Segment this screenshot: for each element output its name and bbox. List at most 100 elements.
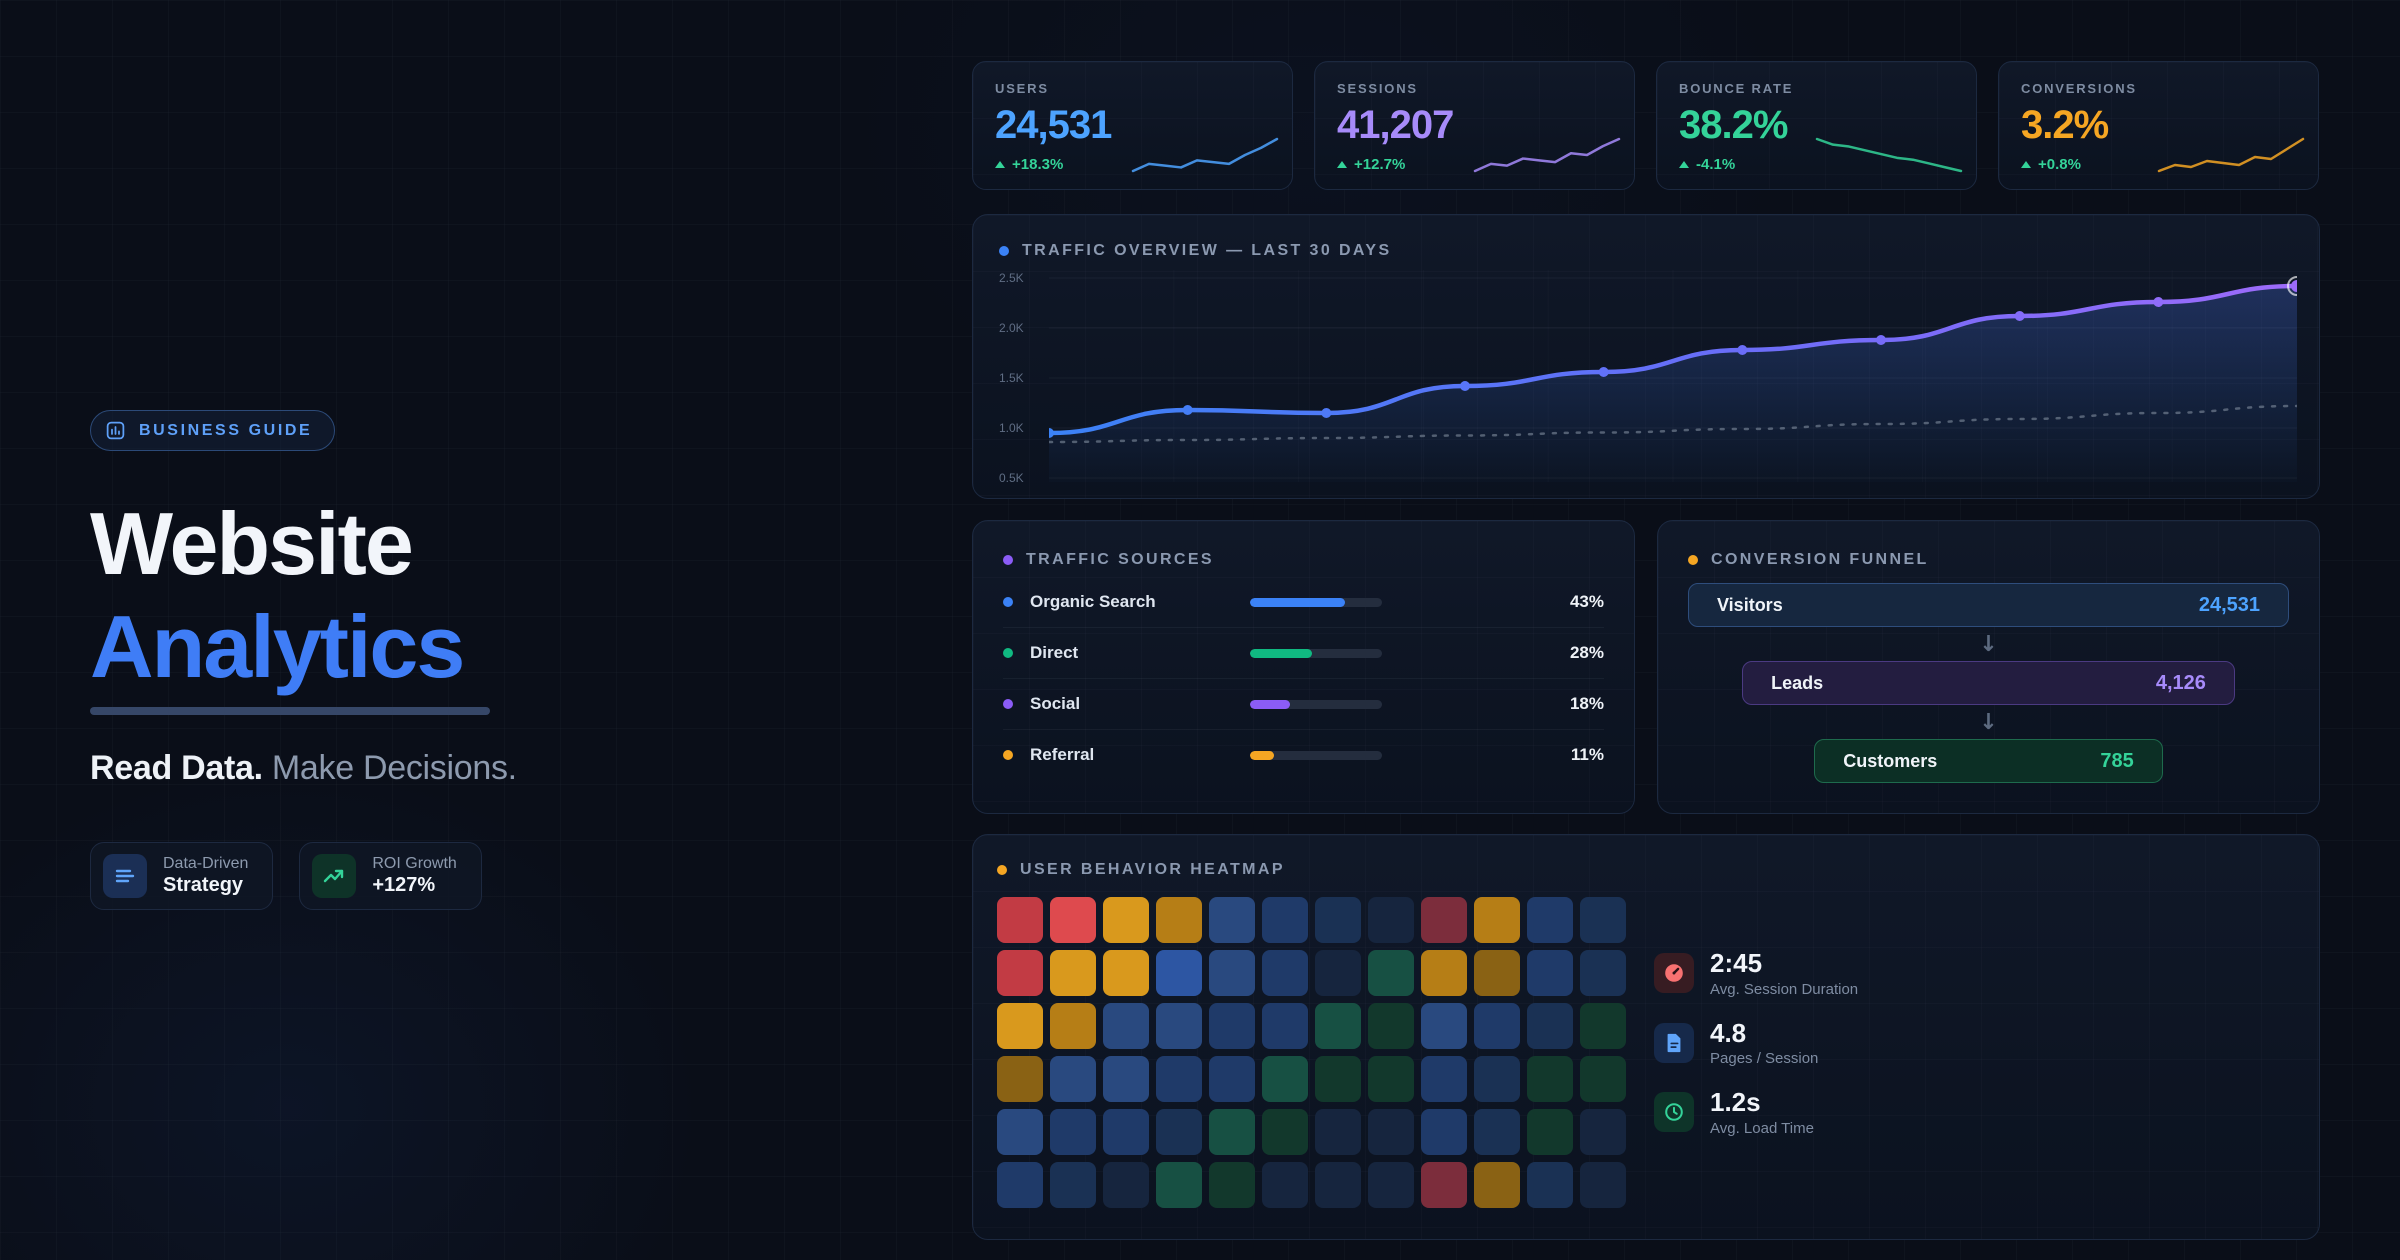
y-axis-tick: 1.0K [999, 421, 1024, 435]
kpi-sparkline [1130, 132, 1280, 181]
chip-text: Data-Driven Strategy [163, 854, 248, 898]
kpi-sparkline [1814, 132, 1964, 181]
kpi-change-value: +18.3% [1012, 156, 1064, 173]
heatmap-cell [1209, 897, 1255, 943]
heatmap-cell [1421, 1003, 1467, 1049]
card-title: TRAFFIC SOURCES [1003, 551, 1604, 569]
kpi-label: SESSIONS [1337, 81, 1418, 96]
heatmap-cell [1474, 897, 1520, 943]
heatmap-cell [1421, 1109, 1467, 1155]
trend-up-icon [2021, 161, 2031, 168]
kpi-card-bounce-rate: BOUNCE RATE 38.2% -4.1% [1656, 61, 1977, 190]
kpi-change: +12.7% [1337, 156, 1612, 173]
card-title: TRAFFIC OVERVIEW — LAST 30 DAYS [999, 242, 2293, 260]
traffic-sources-list: Organic Search 43% Direct 28% Social 18% Refer… [1003, 577, 1604, 780]
heatmap-cell [1474, 1109, 1520, 1155]
heatmap-cell [997, 1056, 1043, 1102]
heatmap-cell [1315, 1109, 1361, 1155]
heatmap-body: 2:45 Avg. Session Duration 4.8 Pages / Sess… [997, 897, 2295, 1208]
tagline-rest: Make Decisions. [271, 748, 517, 787]
heatmap-cell [1580, 897, 1626, 943]
heatmap-cell [1474, 1056, 1520, 1102]
card-bullet [997, 865, 1007, 875]
heatmap-cell [1050, 1003, 1096, 1049]
arrow-down-icon: ↓ [1979, 709, 1998, 735]
heatmap-cell [1209, 1109, 1255, 1155]
heatmap-cell [997, 1003, 1043, 1049]
heatmap-title: USER BEHAVIOR HEATMAP [1020, 861, 1285, 878]
source-dot [1003, 750, 1013, 760]
kpi-change: -4.1% [1679, 156, 1954, 173]
kpi-value: 41,207 [1337, 103, 1454, 147]
source-bar-fill [1250, 597, 1346, 607]
heatmap-cell [1474, 950, 1520, 996]
card-bullet [999, 246, 1009, 256]
kpi-label: CONVERSIONS [2021, 81, 2137, 96]
heatmap-cell [1474, 1162, 1520, 1208]
page-title-line1: Website [90, 494, 414, 593]
heatmap-cell [1262, 1056, 1308, 1102]
chip-value: Strategy [163, 874, 244, 897]
heatmap-cell [1527, 897, 1573, 943]
badge-label: BUSINESS GUIDE [139, 421, 313, 439]
heatmap-cell [997, 897, 1043, 943]
kpi-change-value: +12.7% [1354, 156, 1406, 173]
clock-icon [1654, 1092, 1694, 1133]
source-dot [1003, 699, 1013, 709]
heatmap-cell [1527, 1162, 1573, 1208]
heatmap-cell [1156, 1056, 1202, 1102]
heatmap-cell [1262, 897, 1308, 943]
card-bullet [1688, 555, 1698, 565]
source-bar-fill [1250, 648, 1313, 658]
heatmap-cell [1580, 1056, 1626, 1102]
source-bar-fill [1250, 699, 1290, 709]
source-bar-fill [1250, 750, 1274, 760]
stat-value: 4.8 [1710, 1017, 1747, 1048]
traffic-overview-card: TRAFFIC OVERVIEW — LAST 30 DAYS 2.5K 2.0K… [972, 214, 2320, 499]
kpi-change-value: +0.8% [2038, 156, 2081, 173]
card-title: USER BEHAVIOR HEATMAP [997, 861, 2295, 879]
heatmap-cell [1527, 950, 1573, 996]
stat-label: Avg. Load Time [1710, 1119, 1814, 1137]
source-bar-track [1250, 597, 1382, 607]
heatmap-cell [997, 950, 1043, 996]
heatmap-cell [1368, 950, 1414, 996]
heatmap-cell [997, 1162, 1043, 1208]
heatmap-cell [1103, 1056, 1149, 1102]
kpi-sparkline [1472, 132, 1622, 181]
stat-label: Pages / Session [1710, 1050, 1819, 1068]
heatmap-cell [1156, 897, 1202, 943]
source-row-referral: Referral 11% [1003, 730, 1604, 780]
heatmap-cell [1103, 950, 1149, 996]
kpi-card-conversions: CONVERSIONS 3.2% +0.8% [1998, 61, 2319, 190]
page-title: Website Analytics [90, 493, 890, 699]
arrow-down-icon: ↓ [1979, 631, 1998, 657]
heatmap-cell [1050, 950, 1096, 996]
source-label: Referral [1030, 745, 1095, 764]
heatmap-cell [1368, 1162, 1414, 1208]
stat-text: 1.2s Avg. Load Time [1710, 1088, 1814, 1137]
kpi-row: USERS 24,531 +18.3% SESSIONS 41,207 +12.7% BOU… [972, 61, 2320, 190]
source-row-organic-search: Organic Search 43% [1003, 577, 1604, 628]
trend-up-icon [995, 161, 1005, 168]
chip-text: ROI Growth +127% [372, 854, 456, 898]
chip-label: Data-Driven [163, 854, 249, 872]
heatmap-cell [1580, 1003, 1626, 1049]
heatmap-cell [1103, 1003, 1149, 1049]
heatmap-cell [1421, 897, 1467, 943]
chip-label: ROI Growth [372, 854, 457, 872]
conversion-funnel-title: CONVERSION FUNNEL [1711, 551, 1929, 568]
heatmap-cell [1262, 1162, 1308, 1208]
heatmap-cell [1315, 897, 1361, 943]
page-title-line2: Analytics [90, 596, 465, 696]
heatmap-cell [1103, 1109, 1149, 1155]
heatmap-cell [1421, 1056, 1467, 1102]
heatmap-cell [1315, 950, 1361, 996]
traffic-overview-chart: 2.5K 2.0K 1.5K 1.0K 0.5K [999, 270, 2297, 485]
hero-section: BUSINESS GUIDE Website Analytics Read Da… [90, 410, 890, 911]
kpi-card-sessions: SESSIONS 41,207 +12.7% [1314, 61, 1635, 190]
traffic-sources-card: TRAFFIC SOURCES Organic Search 43% Direct 2… [972, 520, 1635, 814]
chip-strategy: Data-Driven Strategy [90, 841, 274, 911]
funnel-stage-label: Leads [1771, 672, 1824, 693]
